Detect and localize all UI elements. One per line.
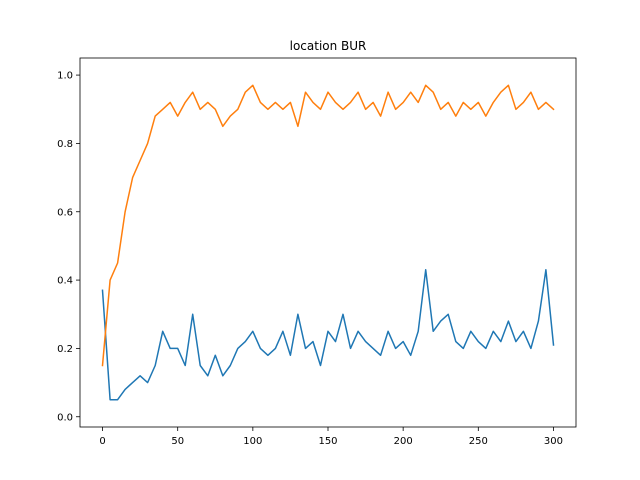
- y-tick-label-2: 0.4: [57, 276, 73, 287]
- x-tick-label-6: 300: [544, 436, 563, 447]
- chart-title: location BUR: [290, 39, 367, 53]
- x-tick-label-3: 150: [318, 436, 337, 447]
- x-tick-label-4: 200: [394, 436, 413, 447]
- axes-frame: [79, 57, 577, 428]
- x-tick-label-2: 100: [243, 436, 262, 447]
- plot-area: 0 50 100 150 200 250 300 0.0 0.2 0.4 0.6 0.8 1.0: [57, 57, 577, 447]
- x-tick-label-1: 50: [171, 436, 184, 447]
- y-tick-label-3: 0.6: [57, 207, 73, 218]
- y-tick-label-0: 0.0: [57, 412, 73, 423]
- y-tick-label-5: 1.0: [57, 71, 73, 82]
- x-tick-label-5: 250: [469, 436, 488, 447]
- series-line-0: [101, 269, 555, 401]
- x-tick-label-0: 0: [99, 436, 105, 447]
- y-tick-label-1: 0.2: [57, 344, 73, 355]
- series-line-1: [101, 84, 555, 367]
- y-tick-label-4: 0.8: [57, 139, 73, 150]
